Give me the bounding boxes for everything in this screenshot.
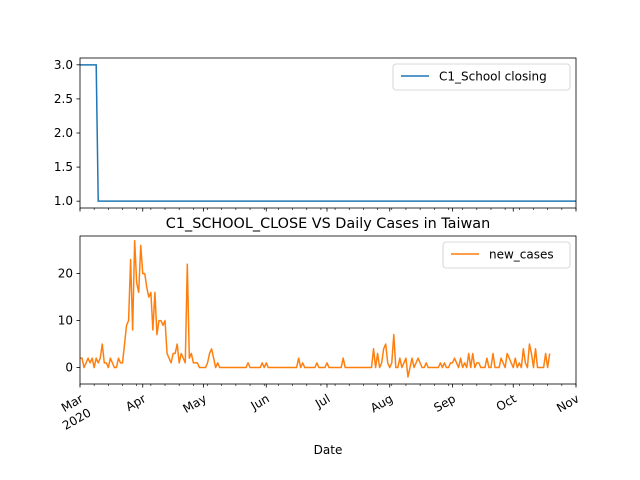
top-y-axis: 1.0 1.5 2.0 2.5 3.0: [54, 58, 80, 208]
bottom-y-tick-label: 20: [58, 267, 73, 281]
top-legend: C1_School closing: [392, 63, 571, 91]
bottom-x-tick-label: Aug: [368, 391, 395, 415]
x-axis-label: Date: [314, 443, 343, 457]
top-y-tick-label: 1.0: [54, 194, 73, 208]
bottom-y-tick-label: 10: [58, 314, 73, 328]
bottom-legend-box: [442, 241, 571, 269]
bottom-plot-frame: [79, 235, 577, 385]
school-closing-chart: 1.0 1.5 2.0 2.5 3.0 C1_School closing: [54, 57, 577, 212]
bottom-x-tick-label: Nov: [554, 391, 581, 415]
bottom-x-tick-label: Apr: [123, 391, 148, 414]
new-cases-series-line: [80, 239, 551, 378]
bottom-y-tick-label: 0: [65, 361, 73, 375]
bottom-x-tick-label: Jul: [312, 391, 332, 411]
bottom-x-tick-label: Oct: [494, 391, 519, 414]
top-legend-box: [392, 63, 571, 91]
chart-title: C1_SCHOOL_CLOSE VS Daily Cases in Taiwan: [166, 216, 490, 232]
top-plot-frame: [79, 57, 577, 209]
top-legend-label: C1_School closing: [439, 70, 547, 84]
top-y-tick-label: 1.5: [54, 160, 73, 174]
top-y-tick-label: 2.0: [54, 126, 73, 140]
top-y-tick-label: 3.0: [54, 58, 73, 72]
bottom-x-tick-label: May: [181, 391, 209, 416]
bottom-y-axis: 0 10 20: [58, 267, 80, 375]
top-y-tick-label: 2.5: [54, 92, 73, 106]
bottom-legend-label: new_cases: [489, 248, 554, 262]
daily-cases-chart: C1_SCHOOL_CLOSE VS Daily Cases in Taiwan…: [58, 216, 582, 457]
bottom-x-tick-label: Sep: [431, 391, 458, 414]
school-closing-series-line: [80, 64, 576, 202]
bottom-legend: new_cases: [442, 241, 571, 269]
bottom-x-tick-label: Jun: [248, 391, 272, 413]
top-x-axis: [79, 208, 577, 212]
